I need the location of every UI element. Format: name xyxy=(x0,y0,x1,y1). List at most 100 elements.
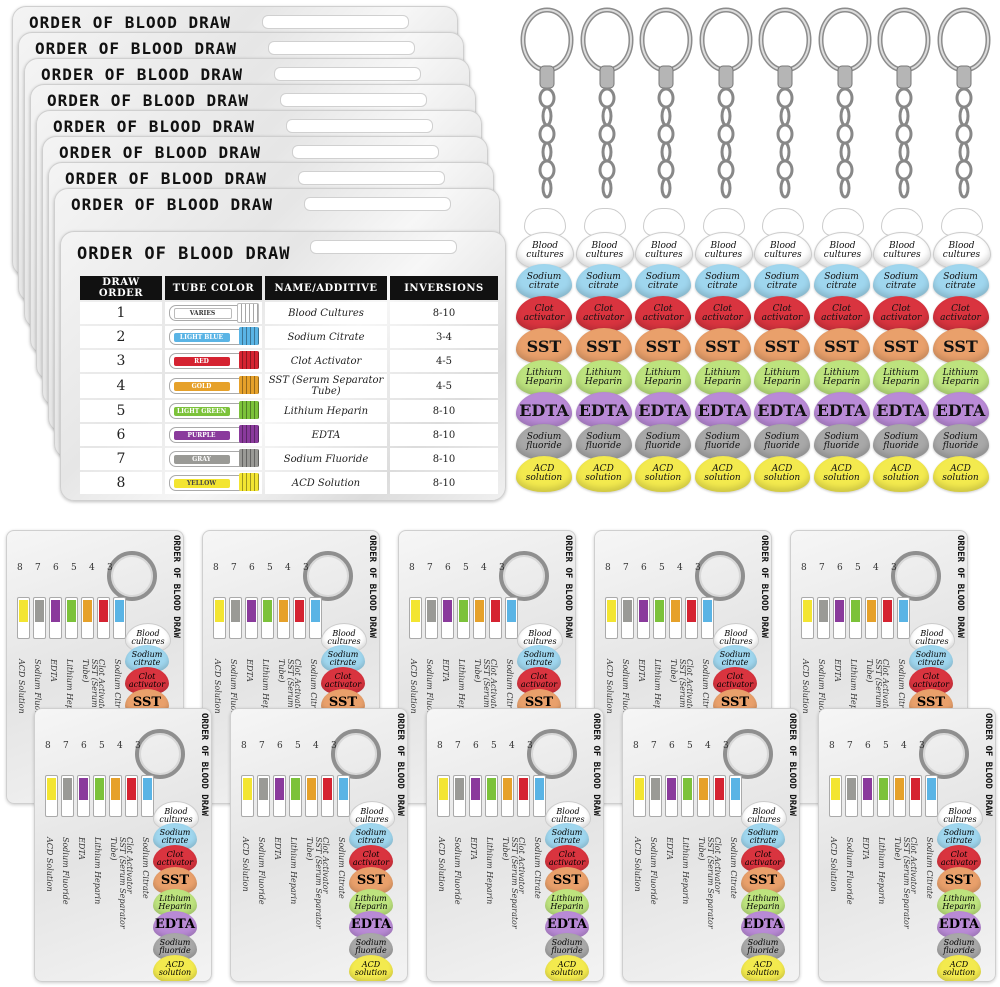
package-heart: Clot activator xyxy=(517,667,561,695)
package-additive-label: Sodium Fluoride xyxy=(621,659,630,727)
package-draw-number: 6 xyxy=(53,563,59,573)
package-heart: Sodium citrate xyxy=(741,823,785,851)
package-additive-label: Sodium Fluoride xyxy=(61,837,70,905)
package-tube-icon xyxy=(893,775,906,817)
keyring-icon xyxy=(937,7,990,199)
package-tube-icon xyxy=(81,597,94,639)
tube-color-cell: PURPLE xyxy=(165,424,262,446)
package-additive-label: SST (Serum Separator Tube) xyxy=(893,837,911,929)
package-additive-label: Sodium Fluoride xyxy=(649,837,658,905)
keychain: Blood cultures Sodium citrate Clot activat… xyxy=(873,0,933,510)
keychain-heart: SST xyxy=(635,328,691,364)
card-title: ORDER OF BLOOD DRAW xyxy=(77,244,291,264)
keychain-heart: Sodium citrate xyxy=(873,264,929,300)
package-tube-icon xyxy=(845,775,858,817)
package-draw-number: 7 xyxy=(231,563,237,573)
package-tube-icon xyxy=(621,597,634,639)
draw-order-cell: 1 xyxy=(80,302,162,324)
card-slot xyxy=(280,93,427,107)
package-draw-number: 7 xyxy=(847,741,853,751)
keychain-heart: ACD solution xyxy=(694,456,751,492)
package-additive-label: Clot Activator xyxy=(321,837,330,894)
package-draw-number: 6 xyxy=(445,563,451,573)
package-card-title: ORDER OF BLOOD DRAW xyxy=(563,535,573,638)
keyring-icon xyxy=(639,7,693,199)
card-slot xyxy=(274,67,421,81)
keychain-heart: Blood cultures xyxy=(873,232,931,270)
package-tube-icon xyxy=(213,597,226,639)
package-additive-label: Sodium Fluoride xyxy=(229,659,238,727)
keychain-heart: Sodium fluoride xyxy=(694,424,751,460)
tube-color-cell: VARIES xyxy=(165,302,262,324)
tube-icon: LIGHT GREEN xyxy=(168,401,259,419)
package-draw-number: 7 xyxy=(427,563,433,573)
package-draw-number: 8 xyxy=(17,563,23,573)
additive-cell: Clot Activator xyxy=(265,350,387,372)
tube-cap xyxy=(238,449,259,467)
package-additive-label: EDTA xyxy=(77,837,86,860)
keychain-heart: Lithium Heparin xyxy=(813,360,870,396)
package-draw-number: 4 xyxy=(509,741,515,751)
table-row: 8 YELLOW ACD Solution 8-10 xyxy=(80,472,498,494)
package-additive-label: EDTA xyxy=(441,659,450,682)
package-draw-number: 7 xyxy=(455,741,461,751)
package-tube-icon xyxy=(817,597,830,639)
package-draw-number: 3 xyxy=(695,563,701,573)
package-additive-label: Sodium Citrate xyxy=(729,837,738,899)
package-draw-number: 8 xyxy=(801,563,807,573)
package-tube-icon xyxy=(897,597,910,639)
package-tube-icon xyxy=(469,775,482,817)
package-additive-label: EDTA xyxy=(245,659,254,682)
package-additive-label: SST (Serum Separator Tube) xyxy=(865,659,883,751)
package-heart: ACD solution xyxy=(349,955,393,981)
keychain-heart: Blood cultures xyxy=(813,232,872,270)
package-tube-icon xyxy=(45,775,58,817)
stacked-card-title: ORDER OF BLOOD DRAW xyxy=(47,91,250,110)
package-tube-icon xyxy=(65,597,78,639)
package-heart: Lithium Heparin xyxy=(545,889,589,917)
keychain-heart: EDTA xyxy=(754,392,810,428)
additive-cell: Sodium Fluoride xyxy=(265,448,387,470)
package-heart: ACD solution xyxy=(741,955,785,981)
tube-icon: GRAY xyxy=(168,449,259,467)
inversions-cell: 4-5 xyxy=(390,374,498,398)
keychain: Blood cultures Sodium citrate Clot activat… xyxy=(516,0,576,510)
package-draw-number: 6 xyxy=(865,741,871,751)
package-draw-number: 4 xyxy=(677,563,683,573)
tube-icon: YELLOW xyxy=(168,473,259,491)
inversions-cell: 8-10 xyxy=(390,424,498,446)
keychain-heart: Clot activator xyxy=(873,296,929,332)
keychain-heart: Sodium fluoride xyxy=(813,424,870,460)
draw-order-cell: 2 xyxy=(80,326,162,348)
stacked-card-title: ORDER OF BLOOD DRAW xyxy=(29,13,232,32)
package-draw-number: 4 xyxy=(901,741,907,751)
keyring-icon xyxy=(580,7,633,199)
package-tube-icon xyxy=(125,775,138,817)
inversions-cell: 4-5 xyxy=(390,350,498,372)
keychain: Blood cultures Sodium citrate Clot activat… xyxy=(754,0,814,510)
package-tube-icon xyxy=(61,775,74,817)
package-draw-number: 3 xyxy=(303,563,309,573)
package-additive-label: Sodium Fluoride xyxy=(33,659,42,727)
package-draw-number: 3 xyxy=(499,563,505,573)
keychain-heart: Blood cultures xyxy=(754,232,812,270)
additive-cell: EDTA xyxy=(265,424,387,446)
package-additive-label: Lithium Heparin xyxy=(289,837,298,905)
stacked-card-title: ORDER OF BLOOD DRAW xyxy=(35,39,238,58)
package-additive-label: ACD Solution xyxy=(45,837,54,892)
tube-cap xyxy=(238,473,259,491)
package-draw-number: 8 xyxy=(605,563,611,573)
tube-cap xyxy=(238,376,259,394)
package-additive-label: Sodium Fluoride xyxy=(257,837,266,905)
package-draw-number: 5 xyxy=(687,741,693,751)
package-tube-icon xyxy=(17,597,30,639)
tube-cap xyxy=(238,351,259,369)
table-row: 5 LIGHT GREEN Lithium Heparin 8-10 xyxy=(80,400,498,422)
package-tube-icon xyxy=(697,775,710,817)
keychain: Blood cultures Sodium citrate Clot activat… xyxy=(635,0,695,510)
package-additive-label: Lithium Heparin xyxy=(681,837,690,905)
keychain-heart: Clot activator xyxy=(694,296,751,332)
additive-cell: Lithium Heparin xyxy=(265,400,387,422)
package-card-title: ORDER OF BLOOD DRAW xyxy=(199,713,209,816)
package-tube-icon xyxy=(485,775,498,817)
